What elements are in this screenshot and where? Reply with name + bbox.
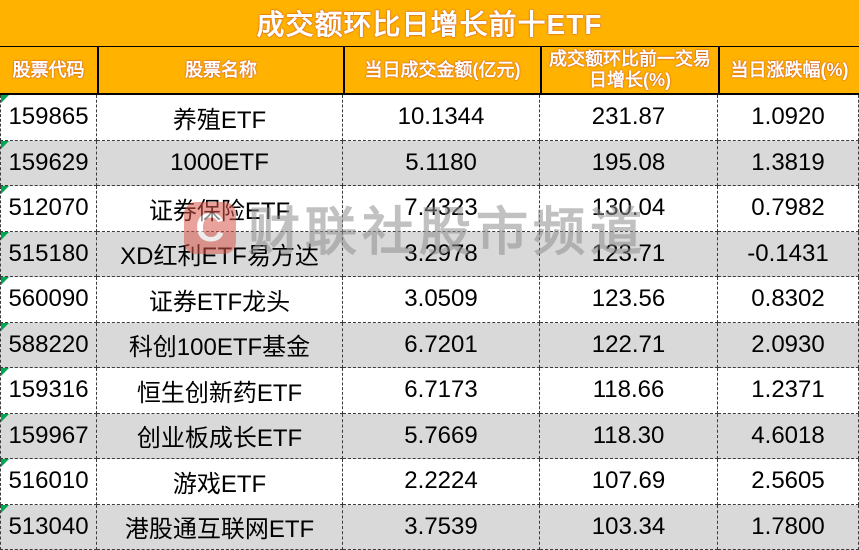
text-format-indicator-icon [1, 504, 9, 513]
cell-code: 513040 [0, 504, 97, 550]
table-row: 512070 证券保险ETF 7.4323 130.04 0.7982 [0, 186, 859, 232]
cell-code: 515180 [0, 231, 97, 277]
cell-turnover: 6.7201 [343, 322, 540, 368]
text-format-indicator-icon [1, 322, 9, 331]
title-bar: 成交额环比日增长前十ETF [0, 0, 859, 47]
table-body: 159865 养殖ETF 10.1344 231.87 1.0920 15962… [0, 95, 859, 550]
cell-name: 1000ETF [97, 140, 343, 186]
text-format-indicator-icon [1, 277, 9, 285]
cell-code: 560090 [0, 277, 97, 323]
cell-turnover: 3.2978 [343, 231, 540, 277]
page-title: 成交额环比日增长前十ETF [256, 9, 603, 40]
text-format-indicator-icon [1, 231, 9, 240]
table-header: 股票代码 股票名称 当日成交金额(亿元) 成交额环比前一交易日增长(%) 当日涨… [0, 47, 859, 95]
cell-code: 159316 [0, 368, 97, 414]
cell-growth: 195.08 [540, 140, 718, 186]
text-format-indicator-icon [1, 95, 9, 103]
cell-turnover: 5.7669 [343, 413, 540, 459]
cell-name: 养殖ETF [97, 95, 343, 141]
cell-code: 159865 [0, 95, 97, 141]
cell-change: -0.1431 [718, 231, 859, 277]
cell-name: 证券ETF龙头 [97, 277, 343, 323]
cell-turnover: 5.1180 [343, 140, 540, 186]
cell-name: 创业板成长ETF [97, 413, 343, 459]
cell-growth: 118.30 [540, 413, 718, 459]
cell-change: 4.6018 [718, 413, 859, 459]
cell-code: 159629 [0, 140, 97, 186]
cell-name: 恒生创新药ETF [97, 368, 343, 414]
cell-code: 159967 [0, 413, 97, 459]
cell-growth: 103.34 [540, 504, 718, 550]
cell-turnover: 3.0509 [343, 277, 540, 323]
cell-turnover: 10.1344 [343, 95, 540, 141]
table-row: 560090 证券ETF龙头 3.0509 123.56 0.8302 [0, 277, 859, 323]
header-cell-growth: 成交额环比前一交易日增长(%) [540, 47, 718, 93]
cell-growth: 123.56 [540, 277, 718, 323]
table-row: 516010 游戏ETF 2.2224 107.69 2.5605 [0, 459, 859, 505]
cell-change: 1.7800 [718, 504, 859, 550]
cell-name: XD红利ETF易方达 [97, 231, 343, 277]
cell-turnover: 6.7173 [343, 368, 540, 414]
table-row: 513040 港股通互联网ETF 3.7539 103.34 1.7800 [0, 504, 859, 550]
cell-code: 516010 [0, 459, 97, 505]
header-cell-turnover: 当日成交金额(亿元) [343, 47, 540, 93]
cell-code: 588220 [0, 322, 97, 368]
header-cell-change: 当日涨跌幅(%) [718, 47, 859, 93]
cell-growth: 130.04 [540, 186, 718, 232]
cell-change: 2.5605 [718, 459, 859, 505]
table-row: 159316 恒生创新药ETF 6.7173 118.66 1.2371 [0, 368, 859, 414]
cell-change: 2.0930 [718, 322, 859, 368]
cell-change: 0.7982 [718, 186, 859, 232]
cell-name: 游戏ETF [97, 459, 343, 505]
text-format-indicator-icon [1, 413, 9, 422]
cell-turnover: 3.7539 [343, 504, 540, 550]
table-row: 588220 科创100ETF基金 6.7201 122.71 2.0930 [0, 322, 859, 368]
cell-change: 1.3819 [718, 140, 859, 186]
cell-turnover: 2.2224 [343, 459, 540, 505]
table-row: 159865 养殖ETF 10.1344 231.87 1.0920 [0, 95, 859, 141]
cell-turnover: 7.4323 [343, 186, 540, 232]
cell-name: 科创100ETF基金 [97, 322, 343, 368]
text-format-indicator-icon [1, 368, 9, 376]
cell-growth: 123.71 [540, 231, 718, 277]
cell-growth: 118.66 [540, 368, 718, 414]
text-format-indicator-icon [1, 186, 9, 194]
table-row: 159629 1000ETF 5.1180 195.08 1.3819 [0, 140, 859, 186]
text-format-indicator-icon [1, 140, 9, 149]
cell-growth: 231.87 [540, 95, 718, 141]
cell-change: 1.2371 [718, 368, 859, 414]
cell-code: 512070 [0, 186, 97, 232]
cell-change: 1.0920 [718, 95, 859, 141]
cell-growth: 107.69 [540, 459, 718, 505]
header-cell-name: 股票名称 [97, 47, 343, 93]
cell-growth: 122.71 [540, 322, 718, 368]
text-format-indicator-icon [1, 459, 9, 467]
table-row: 515180 XD红利ETF易方达 3.2978 123.71 -0.1431 [0, 231, 859, 277]
table-row: 159967 创业板成长ETF 5.7669 118.30 4.6018 [0, 413, 859, 459]
header-cell-code: 股票代码 [12, 59, 85, 80]
cell-change: 0.8302 [718, 277, 859, 323]
cell-name: 港股通互联网ETF [97, 504, 343, 550]
cell-name: 证券保险ETF [97, 186, 343, 232]
